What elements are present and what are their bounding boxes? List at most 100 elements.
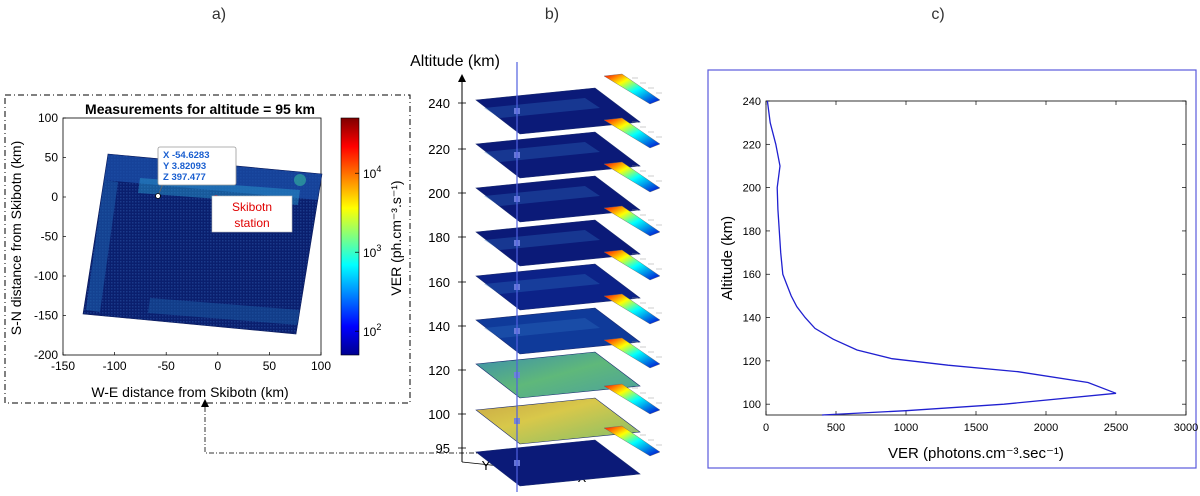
datatip-x: X -54.6283 (163, 150, 209, 161)
layer-colorbar (603, 73, 661, 105)
panel-c: 0 500 1000 1500 2000 2500 3000 100 120 140 160 180… (707, 69, 1198, 469)
panel-b-tick-label: 120 (428, 363, 450, 378)
altitude-layer-highlight (484, 230, 600, 250)
panel-b-y-label: Y (482, 458, 491, 473)
panel-a-y-tick-label: 50 (45, 151, 59, 165)
layer-colorbar (603, 425, 661, 457)
panel-c-y-tick-label: 200 (743, 183, 761, 195)
datatip: X -54.6283 Y 3.82093 Z 397.477 (155, 146, 237, 199)
panel-b-tick-label: 100 (428, 407, 450, 422)
altitude-layer-highlight (484, 186, 600, 206)
station-label-line2: station (234, 216, 269, 230)
colorbar-tick-label: 103 (363, 243, 381, 260)
altitude-layer-highlight (484, 98, 600, 118)
panel-c-y-ticks: 100 120 140 160 180 200 220 240 (743, 96, 1186, 411)
colorbar-label: VER (ph.cm⁻³.s⁻¹) (388, 180, 404, 295)
panel-c-x-tick-label: 1000 (894, 422, 918, 434)
datatip-box (157, 146, 237, 186)
altitude-layer-highlight (484, 142, 600, 162)
altitude-layer (475, 397, 641, 445)
panel-a-ylabel: S-N distance from Skibotn (km) (8, 141, 24, 336)
panel-a-frame (4, 94, 411, 404)
panel-c-x-tick-label: 2000 (1034, 422, 1058, 434)
heatmap-left-band (86, 180, 118, 312)
panel-a-x-tick-label: 100 (311, 359, 331, 373)
colorbar-tick-base: 10 (363, 246, 377, 260)
panel-c-x-tick-label: 500 (827, 422, 845, 434)
panel-c-xlabel: VER (photons.cm⁻³.sec⁻¹) (888, 445, 1064, 462)
layer-colorbar (603, 337, 661, 369)
ver-profile-line (766, 100, 1117, 416)
panel-c-y-tick-label: 100 (743, 399, 761, 411)
panel-a: Measurements for altitude = 95 km X -54.… (4, 94, 411, 404)
colorbar-tick-label: 104 (363, 164, 381, 181)
panel-a-y-tick-label: -100 (34, 269, 58, 283)
panel-c-x-tick-label: 1500 (964, 422, 988, 434)
datatip-z: Z 397.477 (163, 172, 206, 183)
altitude-layer-highlight (484, 274, 600, 294)
panel-a-xlabel: W-E distance from Skibotn (km) (91, 384, 288, 400)
panel-a-x-tick-label: -150 (51, 359, 75, 373)
panel-label-c: c) (931, 6, 944, 23)
panel-b-tick-label: 95 (436, 441, 450, 456)
datatip-marker (155, 193, 161, 199)
panel-c-x-tick-label: 2500 (1104, 422, 1128, 434)
panel-a-x-tick-label: 50 (263, 359, 277, 373)
station-label-line1: Skibotn (232, 200, 272, 214)
layer-colorbar (603, 293, 661, 325)
colorbar-tick-base: 10 (363, 325, 377, 339)
panel-b-tick-label: 240 (428, 96, 450, 111)
panel-b-tick-label: 220 (428, 142, 450, 157)
panel-label-b: b) (545, 6, 559, 23)
panel-c-x-tick-label: 0 (763, 422, 769, 434)
colorbar-tick-exponent: 3 (376, 243, 381, 253)
colorbar-tick-label: 102 (363, 322, 381, 339)
panel-b-layers (475, 73, 662, 487)
panel-b-altitude-ticks: 240 220 200 180 160 140 120 100 95 (428, 96, 466, 456)
heatmap-edge (82, 153, 323, 335)
panel-c-x-ticks: 0 500 1000 1500 2000 2500 3000 (763, 101, 1198, 434)
panel-c-ylabel: Altitude (km) (719, 216, 736, 300)
panel-a-x-tick-label: -100 (103, 359, 127, 373)
panel-c-y-tick-label: 240 (743, 96, 761, 108)
altitude-layer (475, 439, 641, 487)
panel-a-y-tick-label: 100 (38, 111, 58, 125)
layer-colorbar (603, 161, 661, 193)
panel-c-y-tick-label: 140 (743, 313, 761, 325)
colorbar-tick-exponent: 2 (376, 322, 381, 332)
colorbar-tick-exponent: 4 (376, 164, 381, 174)
panel-a-x-ticks: -150 -100 -50 0 50 100 (51, 352, 331, 373)
panel-a-y-tick-label: -200 (34, 348, 58, 362)
datatip-y: Y 3.82093 (163, 161, 206, 172)
panel-b-axis-label: Altitude (km) (410, 53, 500, 70)
panel-a-y-ticks: 100 50 0 -50 -100 -150 -200 (34, 111, 66, 362)
station-label-box (211, 195, 293, 233)
panel-c-frame (707, 69, 1197, 469)
layer-colorbar (603, 249, 661, 281)
colorbar-tick-base: 10 (363, 167, 377, 181)
panel-b: Altitude (km) Y X 2402202001801601401201… (410, 53, 662, 492)
panel-c-y-tick-label: 160 (743, 269, 761, 281)
heatmap-hotspot (294, 174, 306, 186)
panel-a-y-tick-label: -50 (41, 230, 59, 244)
panel-a-y-tick-label: 0 (51, 190, 58, 204)
panel-a-y-tick-label: -150 (34, 309, 58, 323)
connector (201, 399, 500, 454)
panel-c-y-tick-label: 120 (743, 356, 761, 368)
panel-b-tick-label: 140 (428, 319, 450, 334)
panel-b-tick-label: 200 (428, 186, 450, 201)
panel-a-title: Measurements for altitude = 95 km (85, 101, 315, 117)
layer-colorbar (603, 205, 661, 237)
panel-b-tick-label: 180 (428, 230, 450, 245)
panel-a-x-tick-label: 0 (214, 359, 221, 373)
panel-c-y-tick-label: 180 (743, 226, 761, 238)
altitude-layer-highlight (484, 318, 600, 338)
panel-c-x-tick-label: 3000 (1174, 422, 1198, 434)
heatmap-bottom-band (148, 298, 300, 325)
panel-c-y-tick-label: 220 (743, 139, 761, 151)
layer-colorbar (603, 383, 661, 415)
layer-colorbar (603, 117, 661, 149)
panel-label-a: a) (212, 6, 226, 23)
